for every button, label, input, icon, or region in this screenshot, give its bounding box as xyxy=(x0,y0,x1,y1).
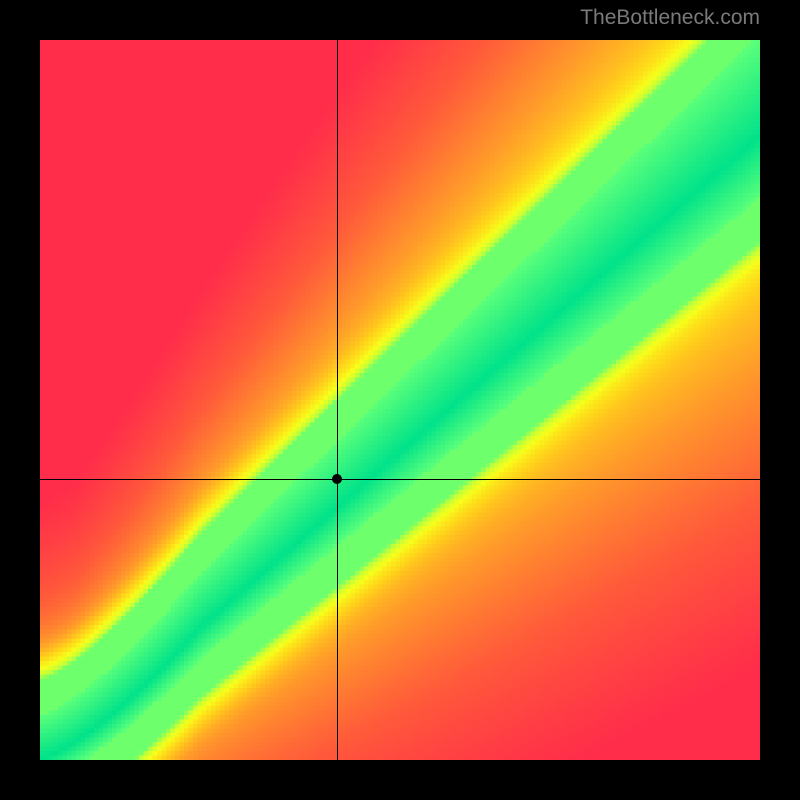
heatmap-canvas xyxy=(40,40,760,760)
crosshair-marker xyxy=(332,474,342,484)
crosshair-horizontal xyxy=(40,479,760,480)
attribution-text: TheBottleneck.com xyxy=(580,6,760,30)
crosshair-vertical xyxy=(337,40,338,760)
heatmap-plot xyxy=(40,40,760,760)
